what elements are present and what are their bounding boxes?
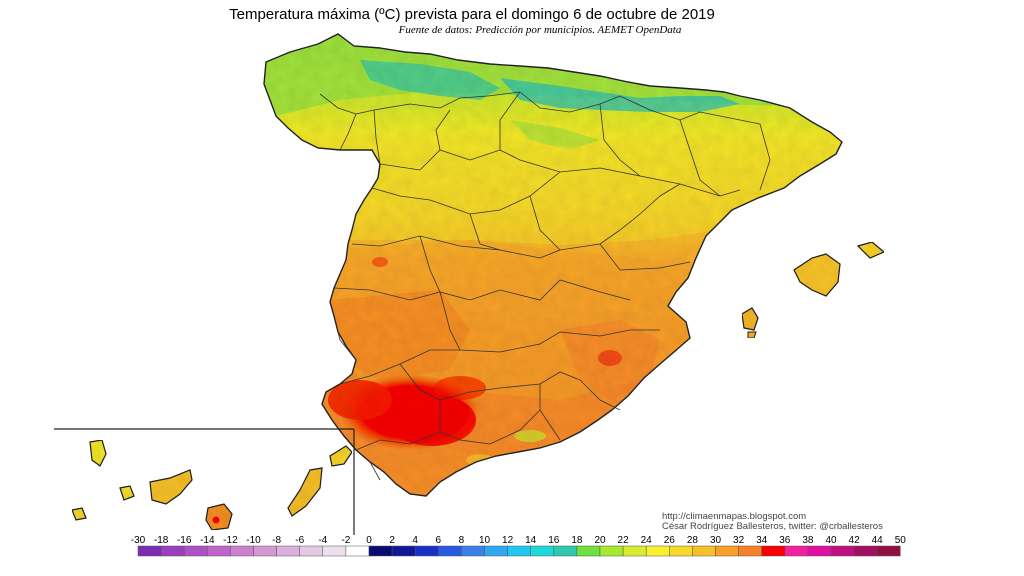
colorbar-tick-label: 12 [502, 535, 514, 546]
colorbar-tick-label: 44 [872, 535, 884, 546]
colorbar-swatch [137, 545, 162, 557]
colorbar-tick-label: 40 [825, 535, 837, 546]
province-boundaries [319, 91, 771, 481]
colorbar-tick-label: 20 [594, 535, 606, 546]
colorbar-swatch [461, 545, 485, 557]
colorbar-tick-label: -8 [272, 535, 281, 546]
ibiza-island [741, 307, 759, 331]
gran-canaria-hotspot [212, 516, 220, 524]
map-subtitle: Fuente de datos: Predicción por municipi… [398, 24, 682, 36]
colorbar-tick-label: 38 [802, 535, 814, 546]
gran-canaria-island [205, 503, 233, 531]
colorbar-tick-label: -2 [341, 535, 350, 546]
colorbar-tick-label: 24 [641, 535, 653, 546]
colorbar-swatch [530, 545, 555, 557]
formentera-island [747, 331, 757, 339]
colorbar-tick-label: 30 [710, 535, 722, 546]
colorbar-swatch [622, 545, 647, 557]
la-gomera-island [119, 485, 135, 501]
colorbar-tick-label: 8 [459, 535, 465, 546]
mallorca-island [793, 253, 841, 297]
colorbar-swatch [183, 545, 208, 557]
colorbar-tick-label: 50 [895, 535, 907, 546]
colorbar-swatch [807, 545, 832, 557]
colorbar-swatch [253, 545, 277, 557]
colorbar-tick-label: 34 [756, 535, 768, 546]
colorbar-swatch [438, 545, 462, 557]
colorbar-swatch [507, 545, 531, 557]
colorbar-swatch [669, 545, 693, 557]
colorbar-swatch [599, 545, 624, 557]
colorbar-tick-label: -18 [154, 535, 169, 546]
colorbar-swatch [276, 545, 300, 557]
el-hierro-island [71, 507, 87, 521]
colorbar-tick-label: 36 [779, 535, 791, 546]
colorbar-swatch [207, 545, 231, 557]
colorbar-tick-label: 32 [733, 535, 745, 546]
colorbar-tick-label: 28 [687, 535, 699, 546]
colorbar-tick-label: -4 [318, 535, 327, 546]
canary-islands [71, 439, 353, 531]
colorbar-tick-label: 2 [389, 535, 395, 546]
la-palma-island [89, 439, 107, 467]
colorbar-swatch [230, 545, 254, 557]
colorbar-swatch [853, 545, 878, 557]
colorbar-swatch [414, 545, 439, 557]
colorbar-tick-label: 16 [548, 535, 560, 546]
colorbar-swatch [761, 545, 786, 557]
canary-inset-frame [54, 428, 355, 535]
colorbar-tick-label: -12 [223, 535, 238, 546]
colorbar-swatch [715, 545, 739, 557]
map-title: Temperatura máxima (ºC) prevista para el… [229, 6, 715, 23]
colorbar-tick-label: -14 [200, 535, 215, 546]
colorbar-tick-label: 10 [479, 535, 491, 546]
colorbar-tick-label: 22 [618, 535, 630, 546]
colorbar-swatch [876, 545, 901, 557]
colorbar-tick-label: 14 [525, 535, 537, 546]
colorbar-tick-label: -16 [177, 535, 192, 546]
credit-url[interactable]: http://climaenmapas.blogspot.com [662, 511, 807, 522]
colorbar-tick-label: 0 [366, 535, 372, 546]
colorbar-swatch [368, 545, 393, 557]
colorbar-swatch [576, 545, 601, 557]
colorbar-tick-label: 42 [849, 535, 861, 546]
colorbar-swatch [345, 545, 370, 557]
menorca-island [856, 241, 886, 259]
colorbar-swatch [645, 545, 670, 557]
colorbar-swatch [784, 545, 809, 557]
colorbar-swatch [692, 545, 716, 557]
colorbar-tick-label: 26 [664, 535, 676, 546]
colorbar-tick-label: 18 [571, 535, 583, 546]
credit-author: César Rodríguez Ballesteros, twitter: @c… [662, 521, 883, 532]
colorbar-swatch [484, 545, 508, 557]
colorbar-swatch [738, 545, 762, 557]
colorbar-tick-label: -30 [131, 535, 146, 546]
colorbar-tick-label: 4 [412, 535, 418, 546]
colorbar-swatch [391, 545, 416, 557]
colorbar-tick-label: -6 [295, 535, 304, 546]
colorbar-tick-label: -10 [246, 535, 261, 546]
balearic-islands [741, 241, 886, 339]
colorbar-swatch [160, 545, 185, 557]
colorbar-swatch [830, 545, 855, 557]
colorbar-tick-label: 6 [436, 535, 442, 546]
colorbar-swatch [299, 545, 324, 557]
tenerife-island [149, 469, 193, 505]
lanzarote-island [329, 445, 353, 467]
colorbar-swatch [322, 545, 347, 557]
colorbar-swatch [553, 545, 578, 557]
fuerteventura-island [287, 467, 323, 517]
